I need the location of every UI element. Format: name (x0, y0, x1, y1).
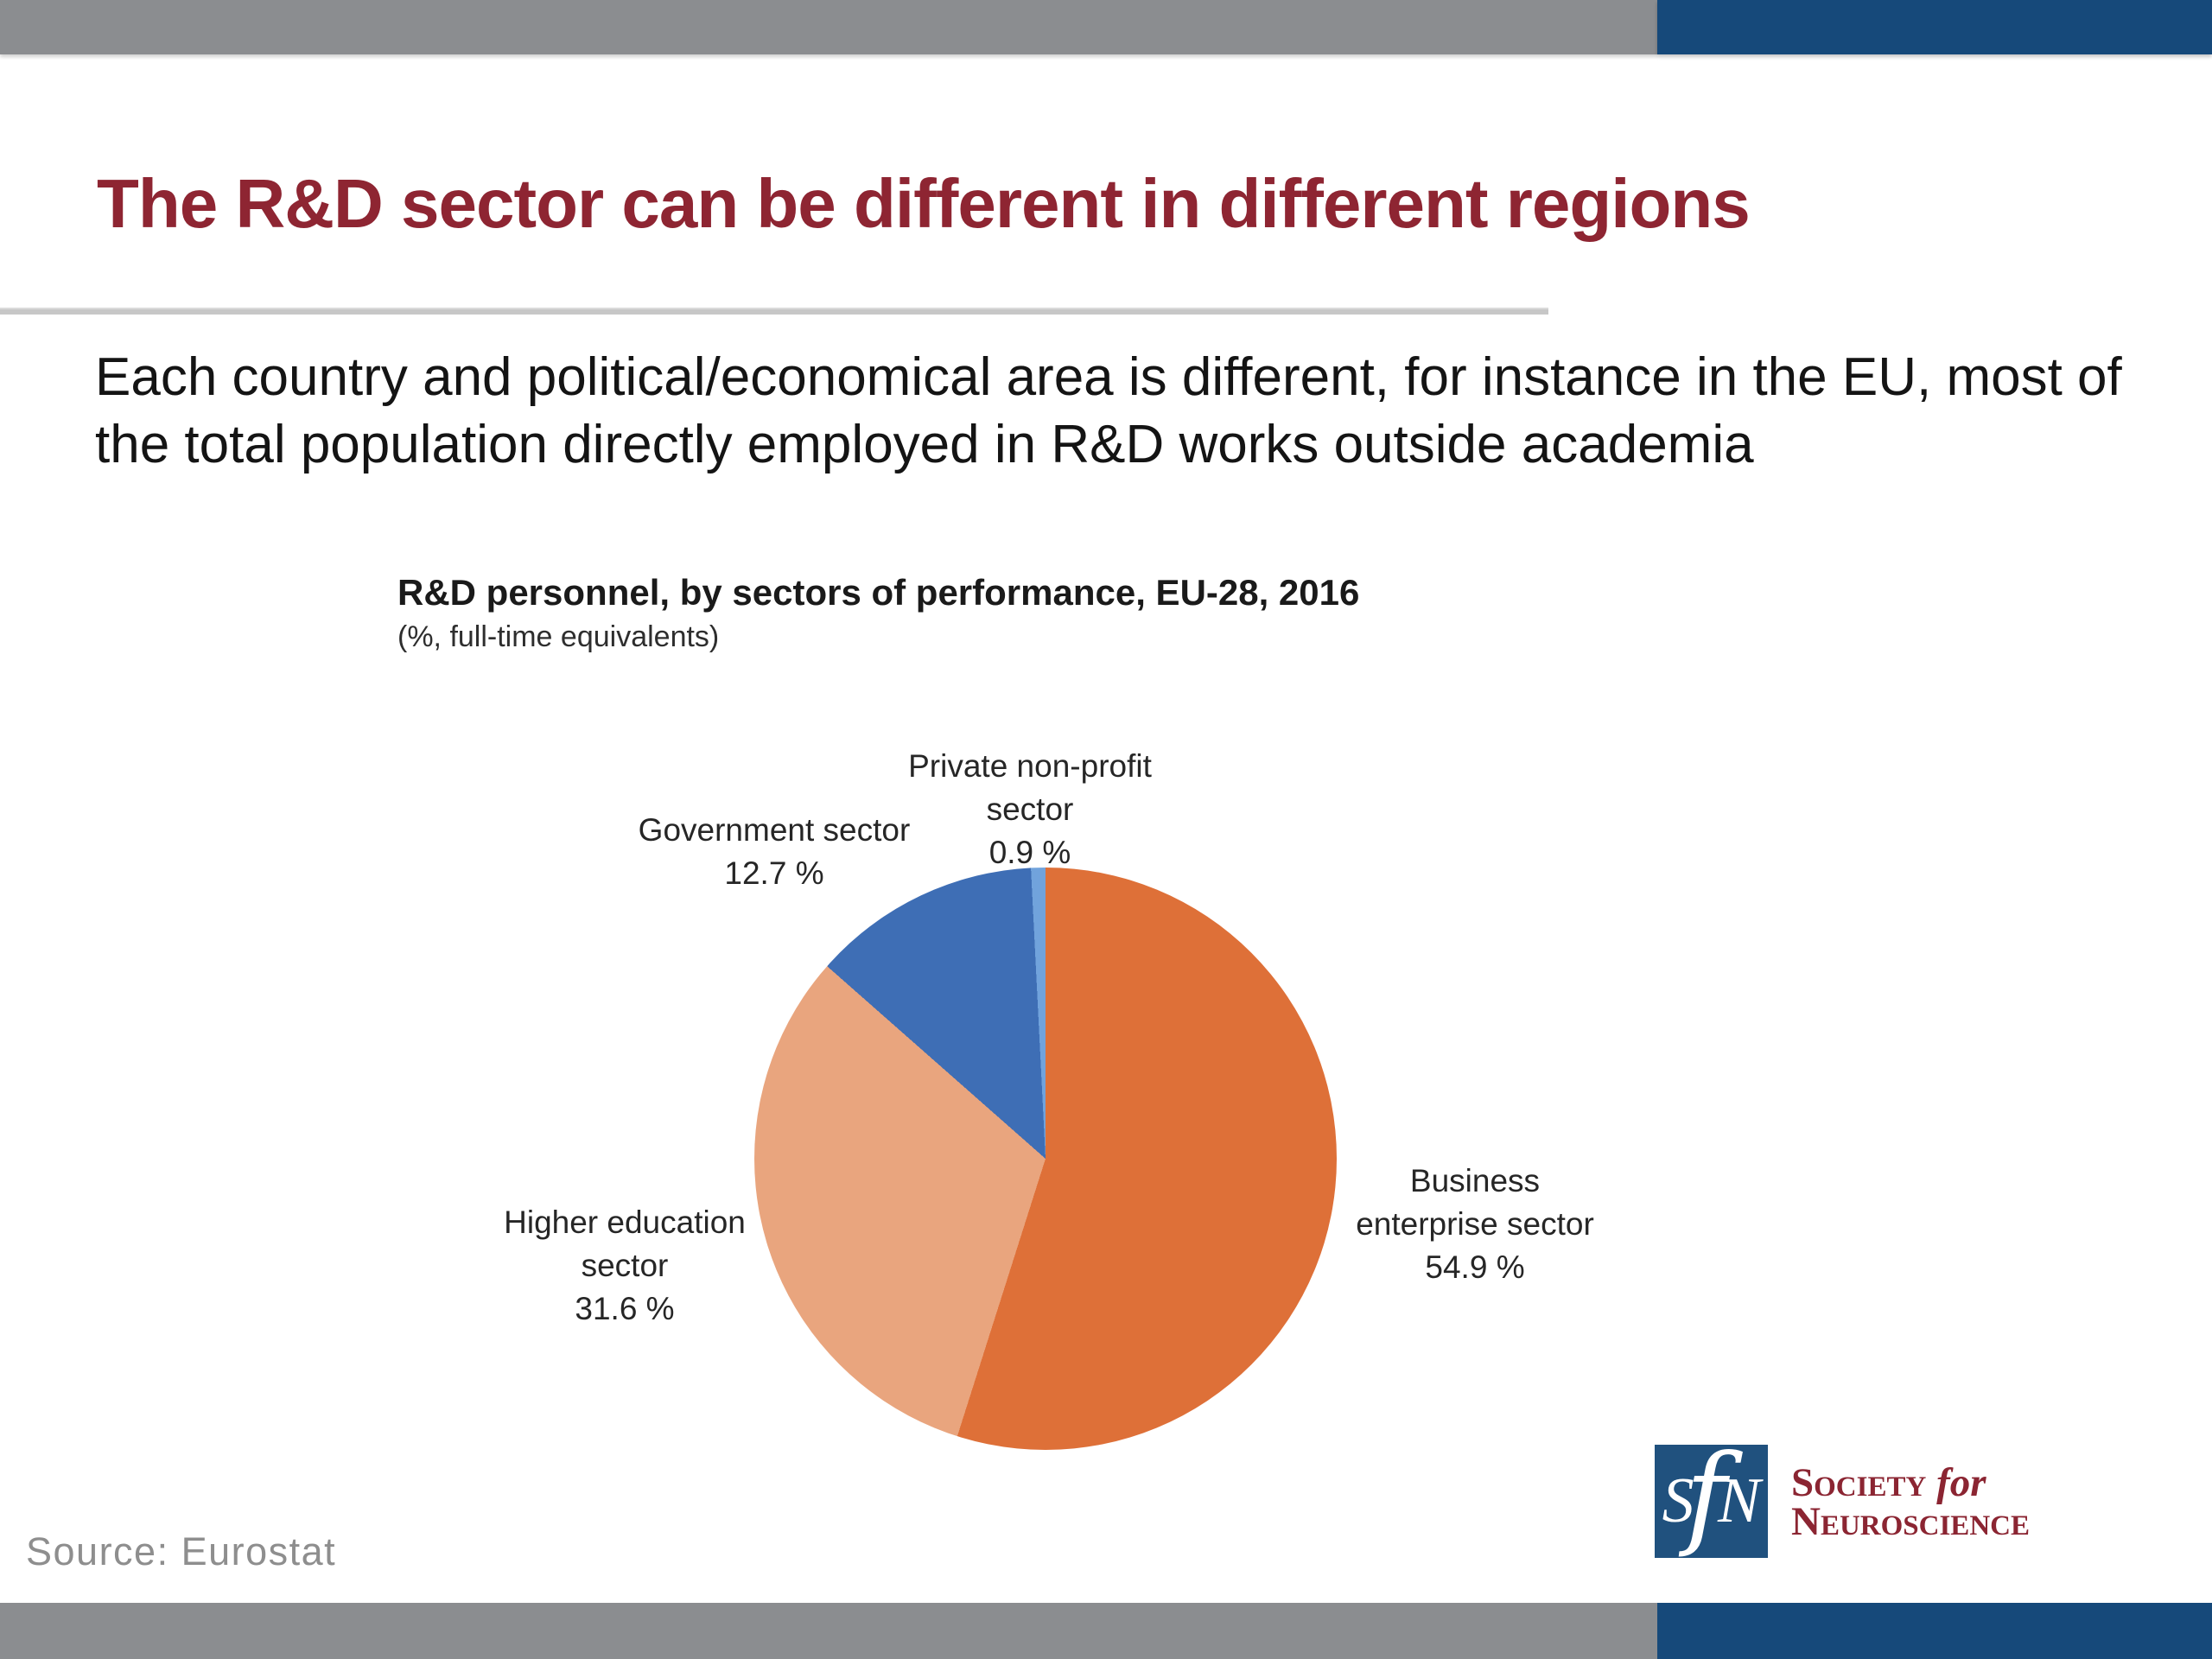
logo-word-for: for (1936, 1460, 1986, 1505)
logo-word-neuroscience: Neuroscience (1791, 1499, 2030, 1544)
pie-label-private-non-profit-sector: Private non-profit sector 0.9 % (908, 748, 1152, 870)
pie-label-business-enterprise-sector: Business enterprise sector 54.9 % (1356, 1163, 1594, 1285)
title-divider-line (0, 308, 1548, 315)
top-bar-blue-segment (1657, 0, 2212, 54)
top-accent-bar (0, 0, 2212, 54)
bottom-bar-blue-segment (1657, 1603, 2212, 1659)
source-attribution: Source: Eurostat (26, 1529, 337, 1573)
logo-monogram-s: S (1662, 1465, 1694, 1536)
logo-monogram-n: N (1718, 1465, 1761, 1536)
pie-chart (754, 868, 1337, 1450)
bottom-accent-bar (0, 1603, 2212, 1659)
top-bar-gray-segment (0, 0, 1657, 54)
bottom-bar-gray-segment (0, 1603, 1657, 1659)
chart-subtitle: (%, full-time equivalents) (397, 620, 720, 653)
sfn-logo-wordmark: Society for Neuroscience (1791, 1463, 2154, 1544)
chart-title: R&D personnel, by sectors of performance… (397, 572, 1360, 613)
logo-word-society: Society (1791, 1460, 1927, 1505)
pie-label-government-sector: Government sector 12.7 % (638, 812, 911, 891)
slide-title: The R&D sector can be different in diffe… (97, 165, 1751, 242)
pie-label-higher-education-sector: Higher education sector 31.6 % (504, 1205, 746, 1326)
slide-body-text: Each country and political/economical ar… (95, 347, 2122, 474)
sfn-logo-monogram-icon: S f N (1655, 1445, 1768, 1558)
